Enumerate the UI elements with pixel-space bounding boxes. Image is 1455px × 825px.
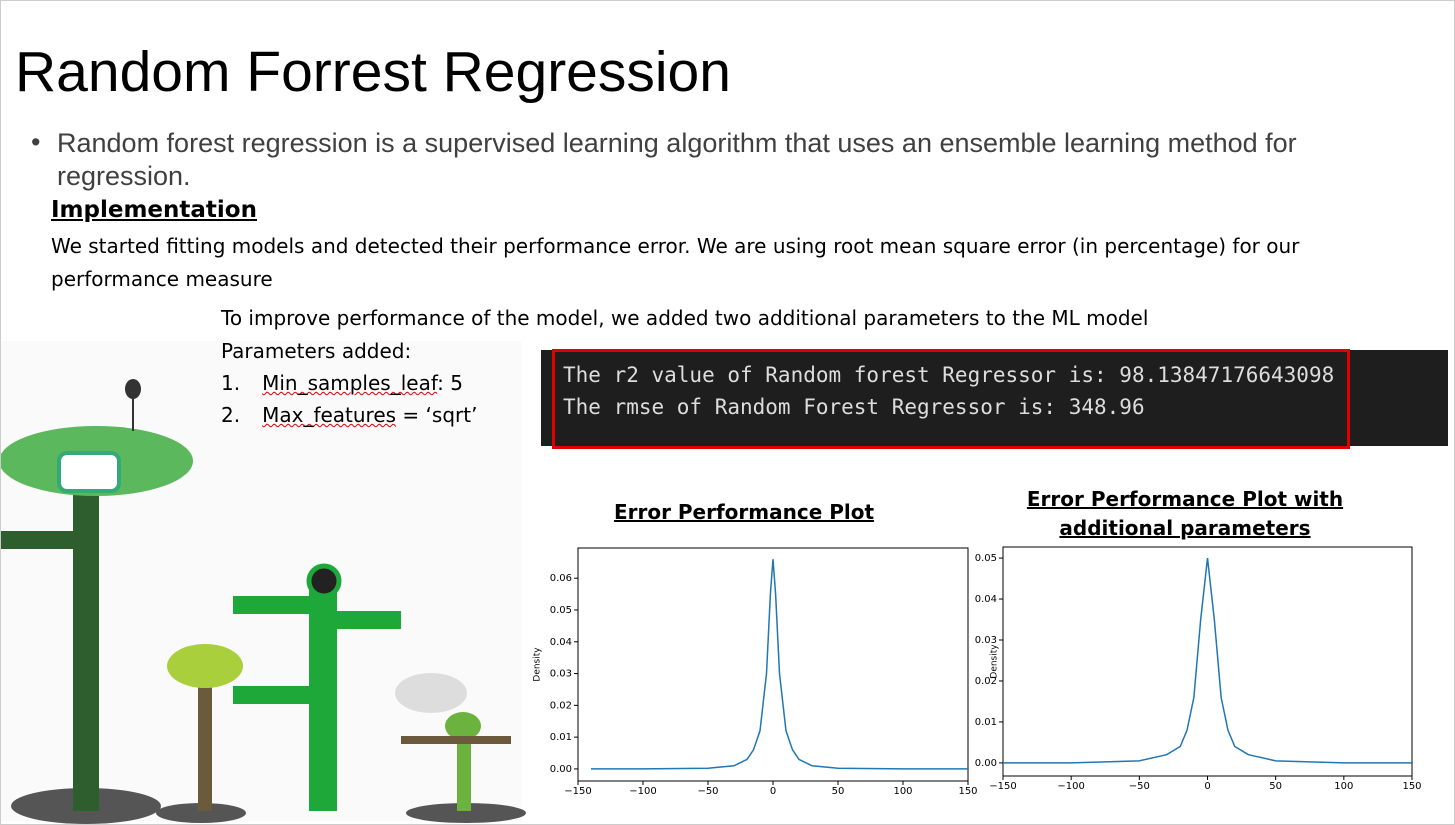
highlight-box [552, 349, 1350, 449]
plot-frame [577, 547, 969, 782]
improve-text: To improve performance of the model, we … [221, 306, 1149, 330]
y-tick-label: 0.04 [975, 594, 997, 605]
terminal [541, 350, 1448, 446]
y-tick-label: 0.02 [975, 676, 997, 687]
section-heading: Implementation [51, 197, 257, 223]
y-tick-label: 0.02 [550, 700, 572, 711]
x-tick-label: 0 [770, 786, 776, 797]
param-value: = ‘sqrt’ [396, 403, 478, 427]
param-item: 1. Min_samples_leaf: 5 [221, 371, 463, 395]
density-line [1003, 557, 1412, 764]
y-tick-label: 0.03 [975, 635, 997, 646]
y-tick-label: 0.06 [550, 573, 572, 584]
x-tick-label: −150 [989, 781, 1016, 792]
params-heading: Parameters added: [221, 339, 412, 363]
x-tick-label: −100 [629, 786, 656, 797]
y-axis-label: Density [990, 644, 1000, 679]
bullet-dot: • [31, 127, 41, 157]
param-value: : 5 [437, 371, 463, 395]
y-tick-label: 0.01 [975, 717, 997, 728]
terminal-line: The r2 value of Random forest Regressor … [563, 363, 1335, 387]
y-tick-label: 0.01 [550, 732, 572, 743]
chart-title: Error Performance Plot with additional p… [1026, 487, 1344, 540]
x-tick-label: 100 [893, 786, 912, 797]
param-item: 2. Max_features = ‘sqrt’ [221, 403, 477, 427]
y-tick-label: 0.04 [550, 637, 572, 648]
x-tick-label: −50 [1129, 781, 1150, 792]
x-tick-label: 50 [832, 786, 845, 797]
terminal-line: The rmse of Random Forest Regressor is: … [563, 395, 1145, 419]
x-tick-label: 50 [1269, 781, 1282, 792]
x-tick-label: −150 [564, 786, 591, 797]
param-number: 2. [221, 403, 241, 427]
bullet-text: Random forest regression is a supervised… [57, 128, 1297, 191]
chart-title: Error Performance Plot [613, 500, 875, 524]
plot-frame [1002, 546, 1413, 777]
y-axis-label: Density [533, 647, 543, 682]
x-tick-label: 100 [1334, 781, 1353, 792]
y-tick-label: 0.05 [975, 553, 997, 564]
param-name: Max_features [262, 403, 397, 427]
x-tick-label: 150 [1402, 781, 1421, 792]
param-number: 1. [221, 371, 241, 395]
x-tick-label: 150 [958, 786, 977, 797]
illustration [1, 341, 526, 824]
paragraph: We started fitting models and detected t… [51, 234, 1300, 291]
x-tick-label: 0 [1204, 781, 1210, 792]
density-line [591, 559, 968, 770]
slide-title: Random Forrest Regression [15, 40, 731, 104]
y-tick-label: 0.03 [550, 669, 572, 680]
y-tick-label: 0.00 [975, 758, 997, 769]
x-tick-label: −50 [697, 786, 718, 797]
y-tick-label: 0.00 [550, 764, 572, 775]
y-tick-label: 0.05 [550, 605, 572, 616]
x-tick-label: −100 [1057, 781, 1084, 792]
param-name: Min_samples_leaf [262, 371, 438, 395]
